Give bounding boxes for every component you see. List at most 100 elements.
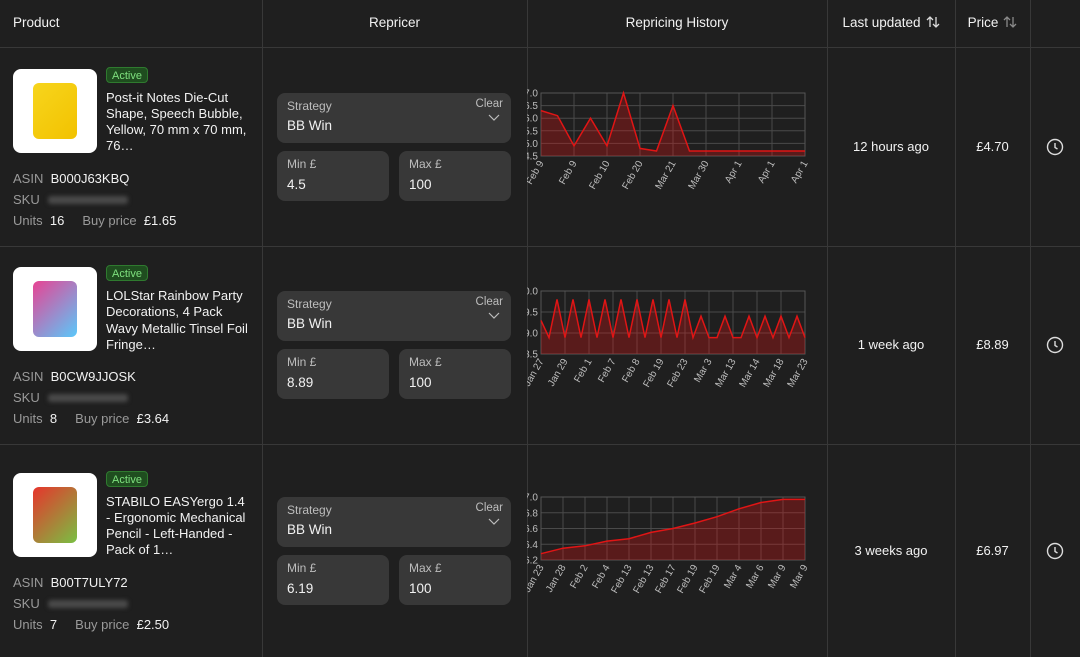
strategy-label: Strategy: [287, 98, 332, 113]
x-tick-label: Apr 1: [756, 158, 778, 185]
strategy-select[interactable]: Strategy BB Win Clear: [277, 496, 511, 547]
buy-price-label: Buy price: [75, 411, 130, 426]
asin-label: ASIN: [13, 369, 44, 384]
asin-value: B000J63KBQ: [50, 170, 130, 186]
strategy-value: BB Win: [287, 521, 333, 537]
column-header: Repricing History: [527, 0, 827, 47]
product-image: [13, 68, 97, 153]
column-header[interactable]: Price: [955, 0, 1030, 47]
row-border: [0, 47, 1080, 48]
repricing-chart: 4.5 5.05.5 6.06.5 7.0 Feb 9 Feb 9 Feb 10 Feb 20…: [527, 88, 811, 191]
x-tick-label: Feb 4: [590, 562, 613, 590]
x-tick-label: Feb 23: [666, 357, 691, 390]
x-tick-label: Mar 13: [714, 357, 739, 390]
chevron-path: [488, 114, 500, 121]
clock-face: [1046, 138, 1064, 155]
x-tick-label: Feb 20: [621, 158, 646, 191]
x-tick-label: Feb 1: [572, 357, 595, 385]
sort-icon[interactable]: [926, 16, 940, 28]
plot-border: [540, 290, 806, 355]
min-value: 6.19: [287, 580, 314, 596]
max-input[interactable]: Max £ 100: [399, 349, 511, 399]
min-input[interactable]: Min £ 4.5: [277, 150, 389, 201]
status-badge: Active: [106, 470, 148, 487]
max-label: Max £: [409, 560, 442, 575]
x-tick-label: Mar 18: [762, 357, 787, 390]
product-title[interactable]: LOLStar Rainbow Party Decorations, 4 Pac…: [106, 288, 248, 352]
y-tick-label: 9.5: [527, 308, 538, 319]
y-tick-label: 8.5: [527, 350, 538, 361]
x-tick-label: Mar 14: [738, 357, 763, 390]
x-tick-label: Jan 28: [544, 562, 569, 594]
history-button[interactable]: [1046, 542, 1064, 560]
line: [540, 89, 805, 152]
y-tick-label: 7.0: [527, 492, 538, 503]
x-tick-label: Mar 4: [722, 562, 745, 590]
min-value: 8.89: [287, 375, 314, 390]
history-button[interactable]: [1046, 336, 1064, 354]
column-header: Product: [13, 0, 262, 47]
chevron: [488, 114, 500, 121]
y-tick-label: 6.4: [527, 539, 538, 550]
y-tick-label: 6.8: [527, 508, 538, 519]
chevron-path: [488, 312, 500, 319]
y-tick-label: 5.0: [527, 138, 538, 149]
x-tick-label: Feb 10: [588, 158, 613, 191]
product-image-art: [33, 486, 77, 543]
y-tick-label: 6.6: [527, 524, 538, 535]
last-updated: 3 weeks ago: [854, 542, 928, 558]
product-title[interactable]: STABILO EASYergo 1.4 - Ergonomic Mechani…: [106, 493, 246, 558]
x-tick-label: Mar 9: [788, 562, 811, 590]
x-tick-label: Feb 2: [568, 562, 591, 590]
asin-line: ASIN B000J63KBQ: [13, 171, 253, 187]
status-badge: Active: [106, 66, 148, 83]
asin-label: ASIN: [13, 170, 44, 186]
column-border: [262, 0, 263, 657]
min-value: 4.5: [287, 176, 306, 192]
last-updated: 12 hours ago: [853, 138, 929, 154]
clear-button[interactable]: Clear: [475, 501, 503, 514]
strategy-select[interactable]: Strategy BB Win Clear: [277, 92, 511, 143]
product-title[interactable]: Post-it Notes Die-Cut Shape, Speech Bubb…: [106, 89, 247, 154]
clear-button[interactable]: Clear: [475, 97, 503, 110]
x-tick-label: Mar 6: [744, 562, 767, 590]
units-line: Units 8 Buy price £3.64: [13, 411, 253, 427]
sku-blurred: [48, 394, 128, 402]
strategy-select[interactable]: Strategy BB Win Clear: [277, 291, 511, 341]
row-border: [0, 246, 1080, 247]
asin-value: B00T7ULY72: [50, 574, 128, 590]
sort-icon[interactable]: [1003, 16, 1017, 28]
row-border: [0, 444, 1080, 445]
y-tick-label: 6.5: [527, 101, 538, 112]
area: [541, 299, 805, 354]
plot-border: [540, 92, 806, 156]
min-label: Min £: [287, 560, 317, 575]
asin-value: B0CW9JJOSK: [50, 369, 136, 384]
column-header[interactable]: Last updated: [827, 0, 955, 47]
price: £6.97: [976, 542, 1009, 558]
clock-hands: [1054, 341, 1058, 348]
max-label: Max £: [409, 156, 442, 171]
product-image: [13, 267, 97, 351]
x-tick-label: Jan 29: [546, 357, 571, 389]
x-tick-label: Mar 3: [692, 357, 715, 385]
history-button[interactable]: [1046, 138, 1064, 156]
max-label: Max £: [409, 355, 442, 369]
max-input[interactable]: Max £ 100: [399, 554, 511, 605]
min-label: Min £: [287, 355, 317, 369]
product-image-art: [33, 281, 77, 337]
min-input[interactable]: Min £ 6.19: [277, 554, 389, 605]
column-border: [527, 0, 528, 657]
strategy-label: Strategy: [287, 297, 332, 311]
product-image: [13, 472, 97, 557]
clear-button[interactable]: Clear: [475, 296, 503, 308]
max-input[interactable]: Max £ 100: [399, 150, 511, 201]
sku-line: SKU: [13, 596, 253, 612]
y-tick-label: 10.0: [527, 287, 538, 298]
min-input[interactable]: Min £ 8.89: [277, 349, 389, 399]
line: [540, 299, 806, 341]
column-border: [1030, 0, 1031, 657]
units-label: Units: [13, 212, 43, 228]
